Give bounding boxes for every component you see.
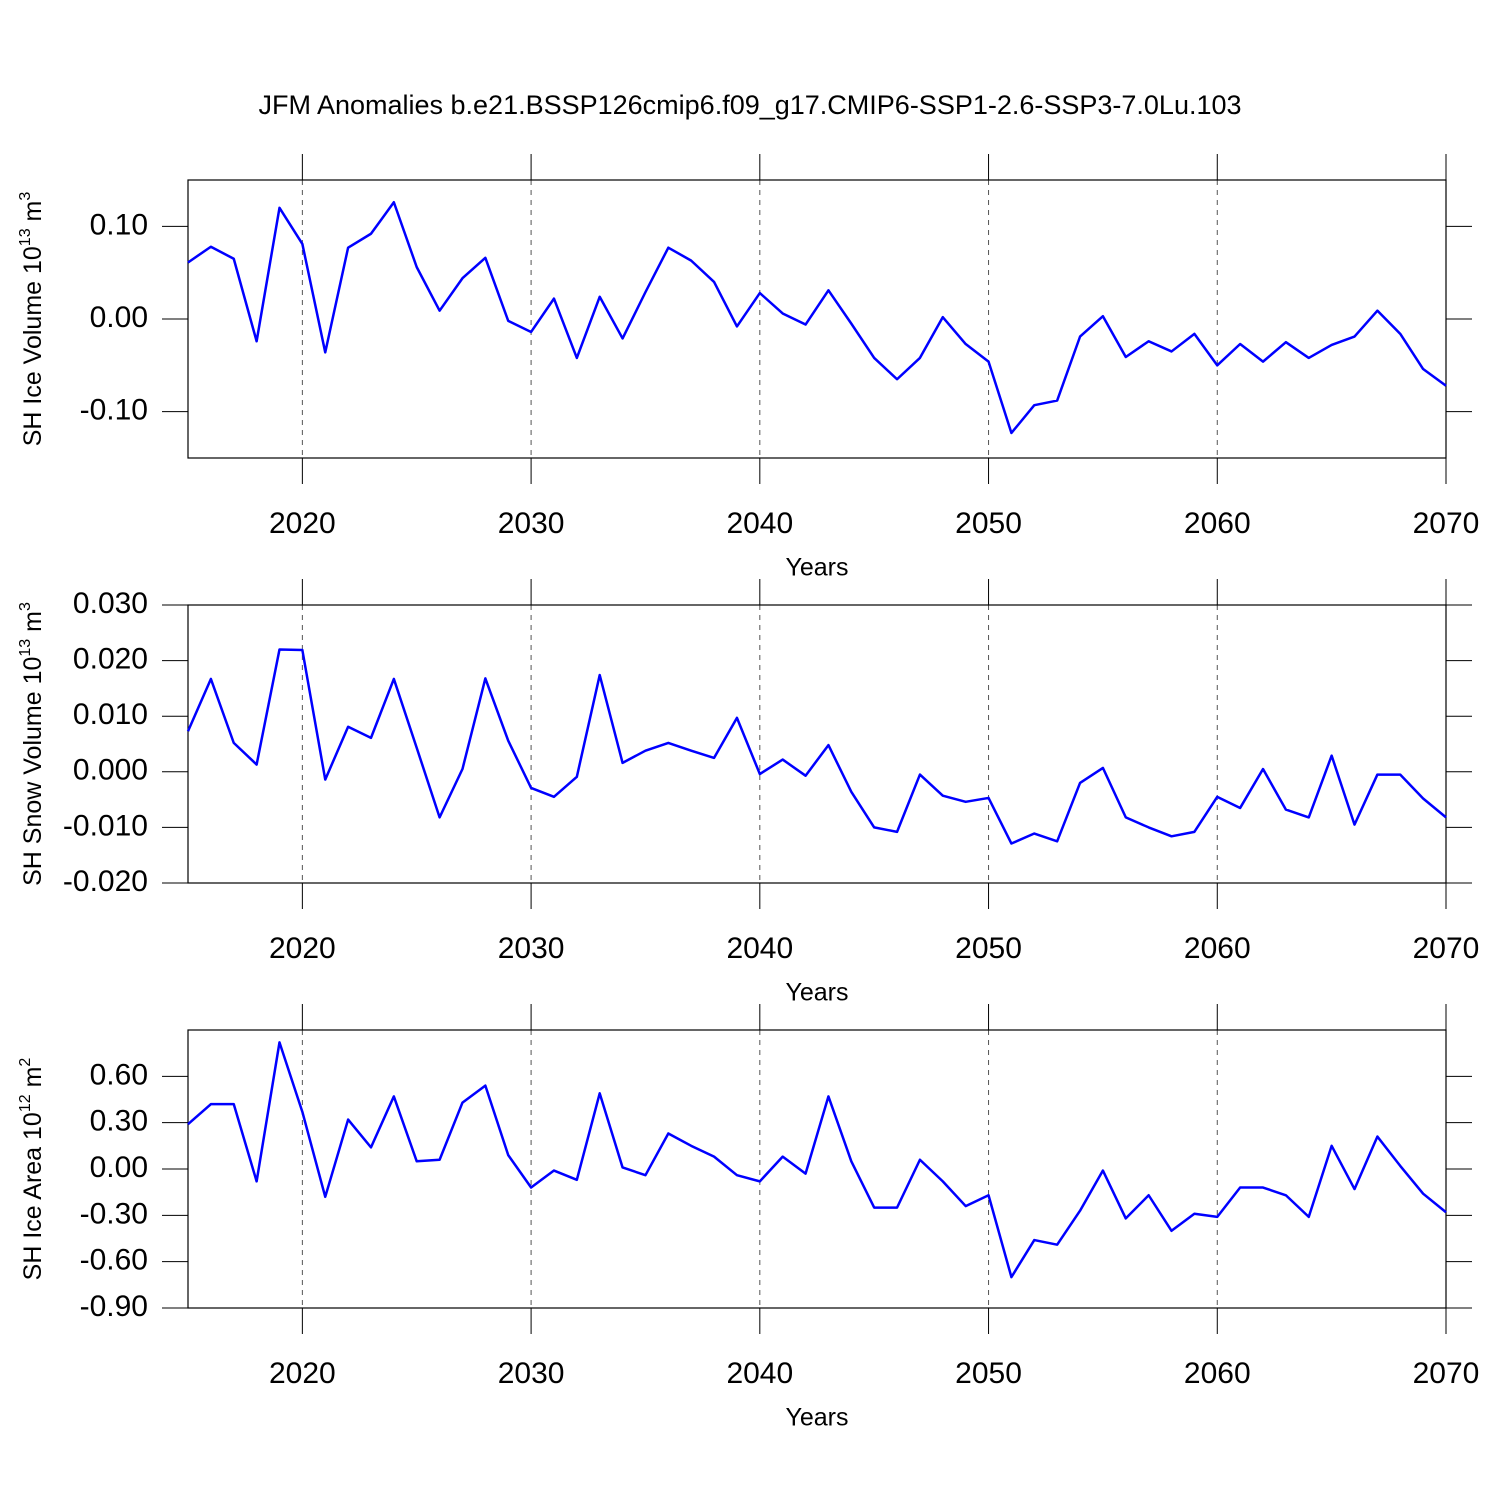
x-tick-label: 2070 <box>1413 507 1480 540</box>
data-line <box>186 648 1447 845</box>
y-label-exponent: 12 <box>17 1094 34 1112</box>
x-tick-label: 2070 <box>1413 932 1480 965</box>
y-tick-label: 0.030 <box>73 587 148 620</box>
x-tick-label: 2020 <box>269 507 336 540</box>
y-tick-label: -0.30 <box>80 1197 148 1230</box>
x-tick-label: 2040 <box>726 1357 793 1390</box>
x-axis-label: Years <box>785 554 848 582</box>
y-tick-label: 0.00 <box>90 1151 148 1184</box>
y-tick-label: -0.10 <box>80 394 148 427</box>
y-tick-label: 0.020 <box>73 643 148 676</box>
plot-frame <box>187 604 1447 884</box>
x-tick-label: 2030 <box>498 1357 565 1390</box>
y-tick-label: 0.000 <box>73 754 148 787</box>
plot-frame <box>187 179 1447 459</box>
x-axis-label: Years <box>785 1404 848 1432</box>
y-tick-label: 0.10 <box>90 208 148 241</box>
x-tick-label: 2050 <box>955 507 1022 540</box>
x-tick-label: 2050 <box>955 1357 1022 1390</box>
x-tick-label: 2060 <box>1184 1357 1251 1390</box>
y-tick-label: -0.90 <box>80 1290 148 1323</box>
x-tick-label: 2060 <box>1184 507 1251 540</box>
y-label-exponent: 2 <box>17 1058 34 1067</box>
y-label-text: SH Ice Area 10 <box>19 1112 47 1280</box>
figure-title: JFM Anomalies b.e21.BSSP126cmip6.f09_g17… <box>258 90 1241 120</box>
y-tick-label: 0.30 <box>90 1105 148 1138</box>
y-tick-label: -0.020 <box>63 865 148 898</box>
x-tick-label: 2030 <box>498 932 565 965</box>
y-label-text: m <box>19 1067 47 1095</box>
y-tick-label: 0.010 <box>73 698 148 731</box>
y-label-text: SH Snow Volume 10 <box>19 657 47 886</box>
y-axis-label: SH Ice Area 1012 m2 <box>17 1058 47 1281</box>
y-tick-label: -0.60 <box>80 1244 148 1277</box>
y-label-exponent: 3 <box>17 602 34 611</box>
data-line <box>187 1041 1447 1279</box>
data-line <box>187 200 1447 435</box>
y-label-exponent: 13 <box>17 639 34 657</box>
y-label-exponent: 3 <box>17 192 34 201</box>
x-tick-label: 2020 <box>269 932 336 965</box>
y-label-text: m <box>19 201 47 229</box>
y-label-text: SH Ice Volume 10 <box>19 246 47 446</box>
x-tick-label: 2040 <box>726 507 793 540</box>
y-axis-label: SH Snow Volume 1013 m3 <box>17 602 47 886</box>
y-label-exponent: 13 <box>17 228 34 246</box>
x-tick-label: 2040 <box>726 932 793 965</box>
plot-frame <box>187 1029 1447 1309</box>
x-tick-label: 2030 <box>498 507 565 540</box>
y-tick-label: -0.010 <box>63 809 148 842</box>
x-tick-label: 2050 <box>955 932 1022 965</box>
y-tick-label: 0.00 <box>90 301 148 334</box>
x-tick-label: 2070 <box>1413 1357 1480 1390</box>
y-label-text: m <box>19 611 47 639</box>
x-axis-label: Years <box>785 979 848 1007</box>
x-tick-label: 2020 <box>269 1357 336 1390</box>
x-tick-label: 2060 <box>1184 932 1251 965</box>
y-tick-label: 0.60 <box>90 1058 148 1091</box>
y-axis-label: SH Ice Volume 1013 m3 <box>17 192 47 447</box>
